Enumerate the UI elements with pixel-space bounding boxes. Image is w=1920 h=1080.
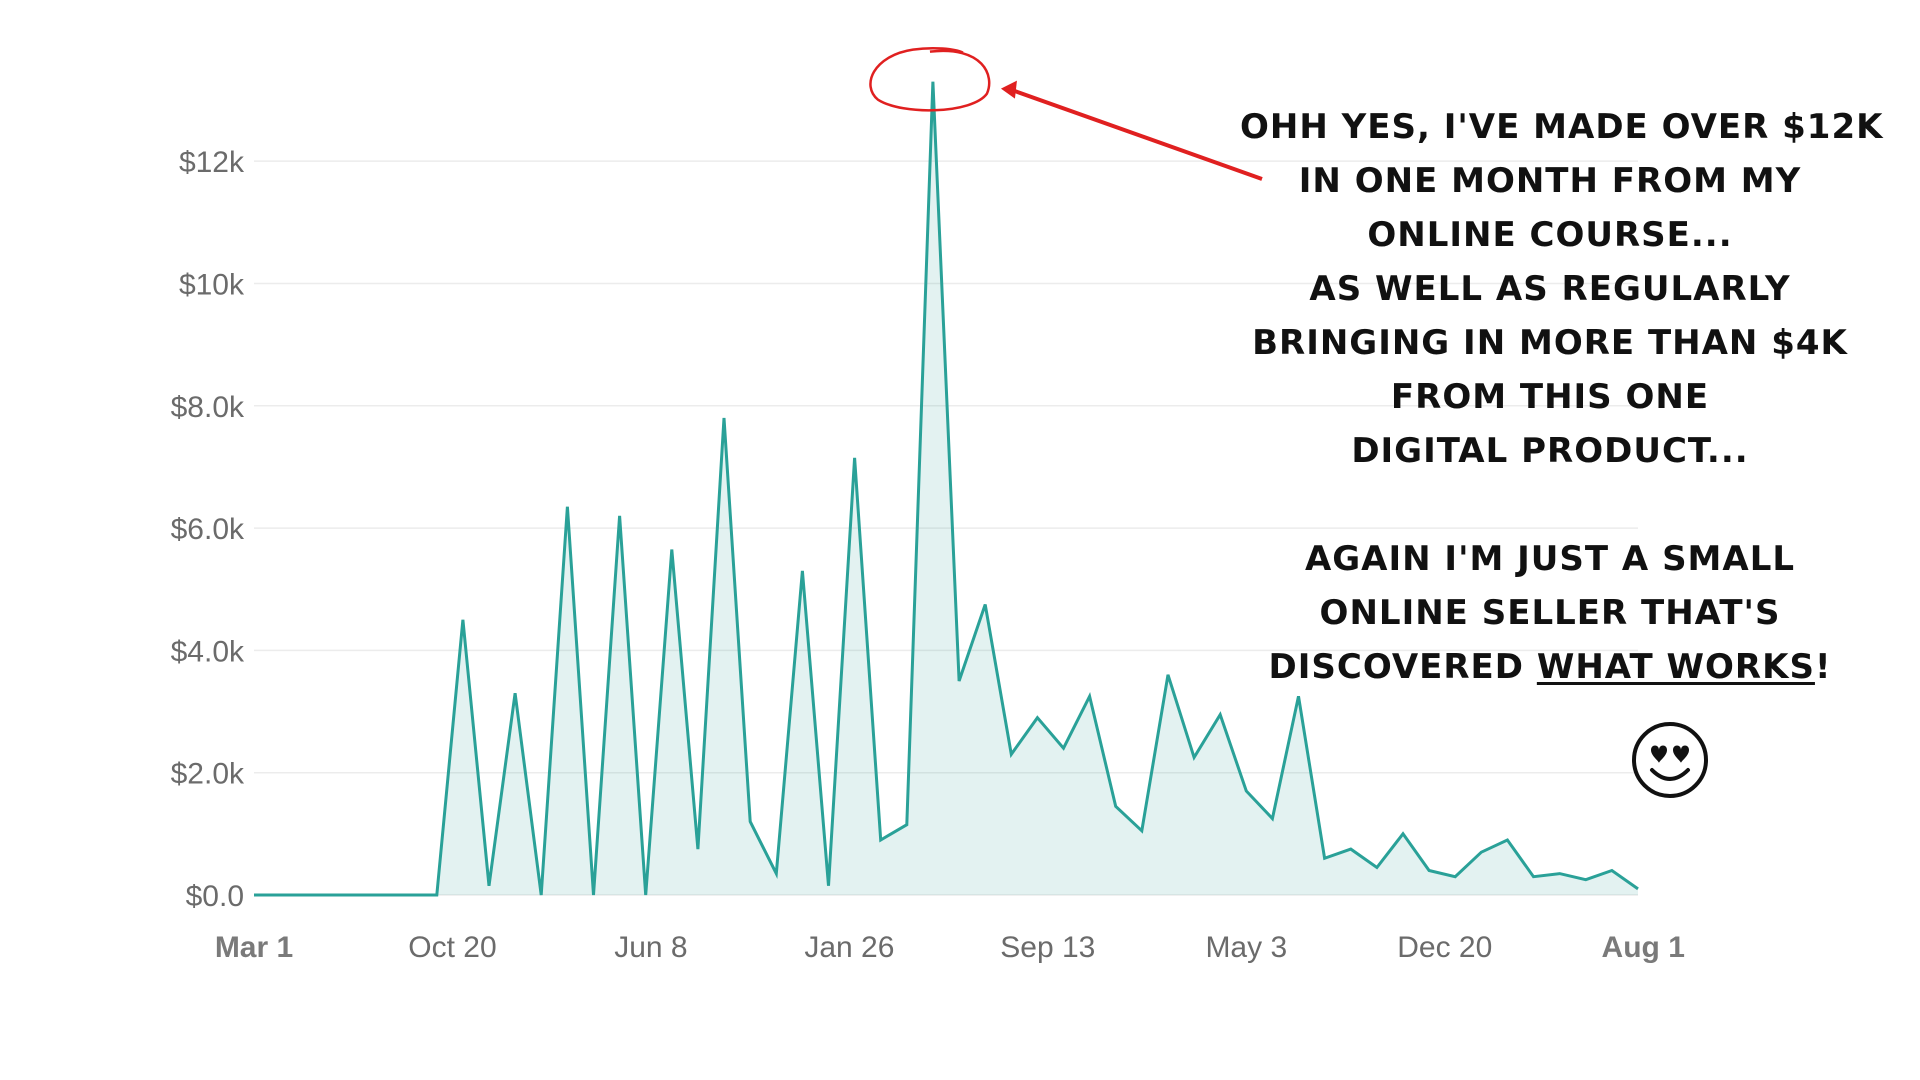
annotation-line: Ohh yes, I've made over $12K — [1240, 107, 1884, 147]
y-tick-label: $6.0k — [171, 513, 245, 546]
annotation-line: as well as regularly — [1309, 269, 1791, 309]
x-tick-label: Sep 13 — [1000, 931, 1095, 964]
annotation-line: bringing in more than $4K — [1252, 323, 1848, 363]
x-tick-label: Jun 8 — [614, 931, 687, 964]
y-tick-label: $2.0k — [171, 758, 245, 791]
x-tick-label: Dec 20 — [1397, 931, 1492, 964]
annotation-last-line: discovered what works! — [1240, 640, 1860, 694]
x-tick-label: Jan 26 — [804, 931, 894, 964]
annotation-line: from this one — [1390, 377, 1710, 417]
x-axis-ticks: Mar 1 Oct 20 Jun 8 Jan 26 Sep 13 May 3 Dec 20 A… — [215, 931, 1685, 964]
y-tick-label: $8.0k — [171, 391, 245, 424]
annotation-line: online course... — [1367, 215, 1733, 255]
x-tick-label: Aug 1 — [1602, 931, 1685, 964]
x-tick-label: Oct 20 — [408, 931, 496, 964]
arrow-head — [1000, 80, 1017, 99]
annotation-prefix: discovered — [1268, 647, 1537, 687]
annotation-text: Ohh yes, I've made over $12K in one mont… — [1240, 100, 1884, 694]
peak-circle — [869, 46, 991, 112]
arrow-line — [1010, 87, 1263, 181]
y-tick-label: $4.0k — [171, 635, 245, 668]
y-tick-label: $10k — [179, 268, 245, 301]
annotation-line: digital product... — [1351, 431, 1749, 471]
y-tick-label: $12k — [179, 146, 245, 179]
x-tick-label: Mar 1 — [215, 931, 293, 964]
x-tick-label: May 3 — [1205, 931, 1287, 964]
annotation-line: in one month from my — [1298, 161, 1802, 201]
y-tick-label: $0.0 — [186, 880, 244, 913]
annotation-spacer — [1240, 478, 1860, 532]
annotation-suffix: ! — [1814, 647, 1832, 687]
annotation-underlined: what works — [1536, 647, 1815, 687]
annotation-line: Again I'm just a small — [1304, 539, 1796, 579]
revenue-area — [254, 81, 1638, 895]
peak-highlight — [869, 46, 1263, 181]
revenue-series-line — [254, 81, 1639, 897]
y-axis-ticks: $0.0 $2.0k $4.0k $6.0k $8.0k $10k $12k — [171, 146, 245, 913]
annotation-line: online seller that's — [1319, 593, 1781, 633]
heart-eyes-smiley-icon — [1632, 722, 1708, 798]
